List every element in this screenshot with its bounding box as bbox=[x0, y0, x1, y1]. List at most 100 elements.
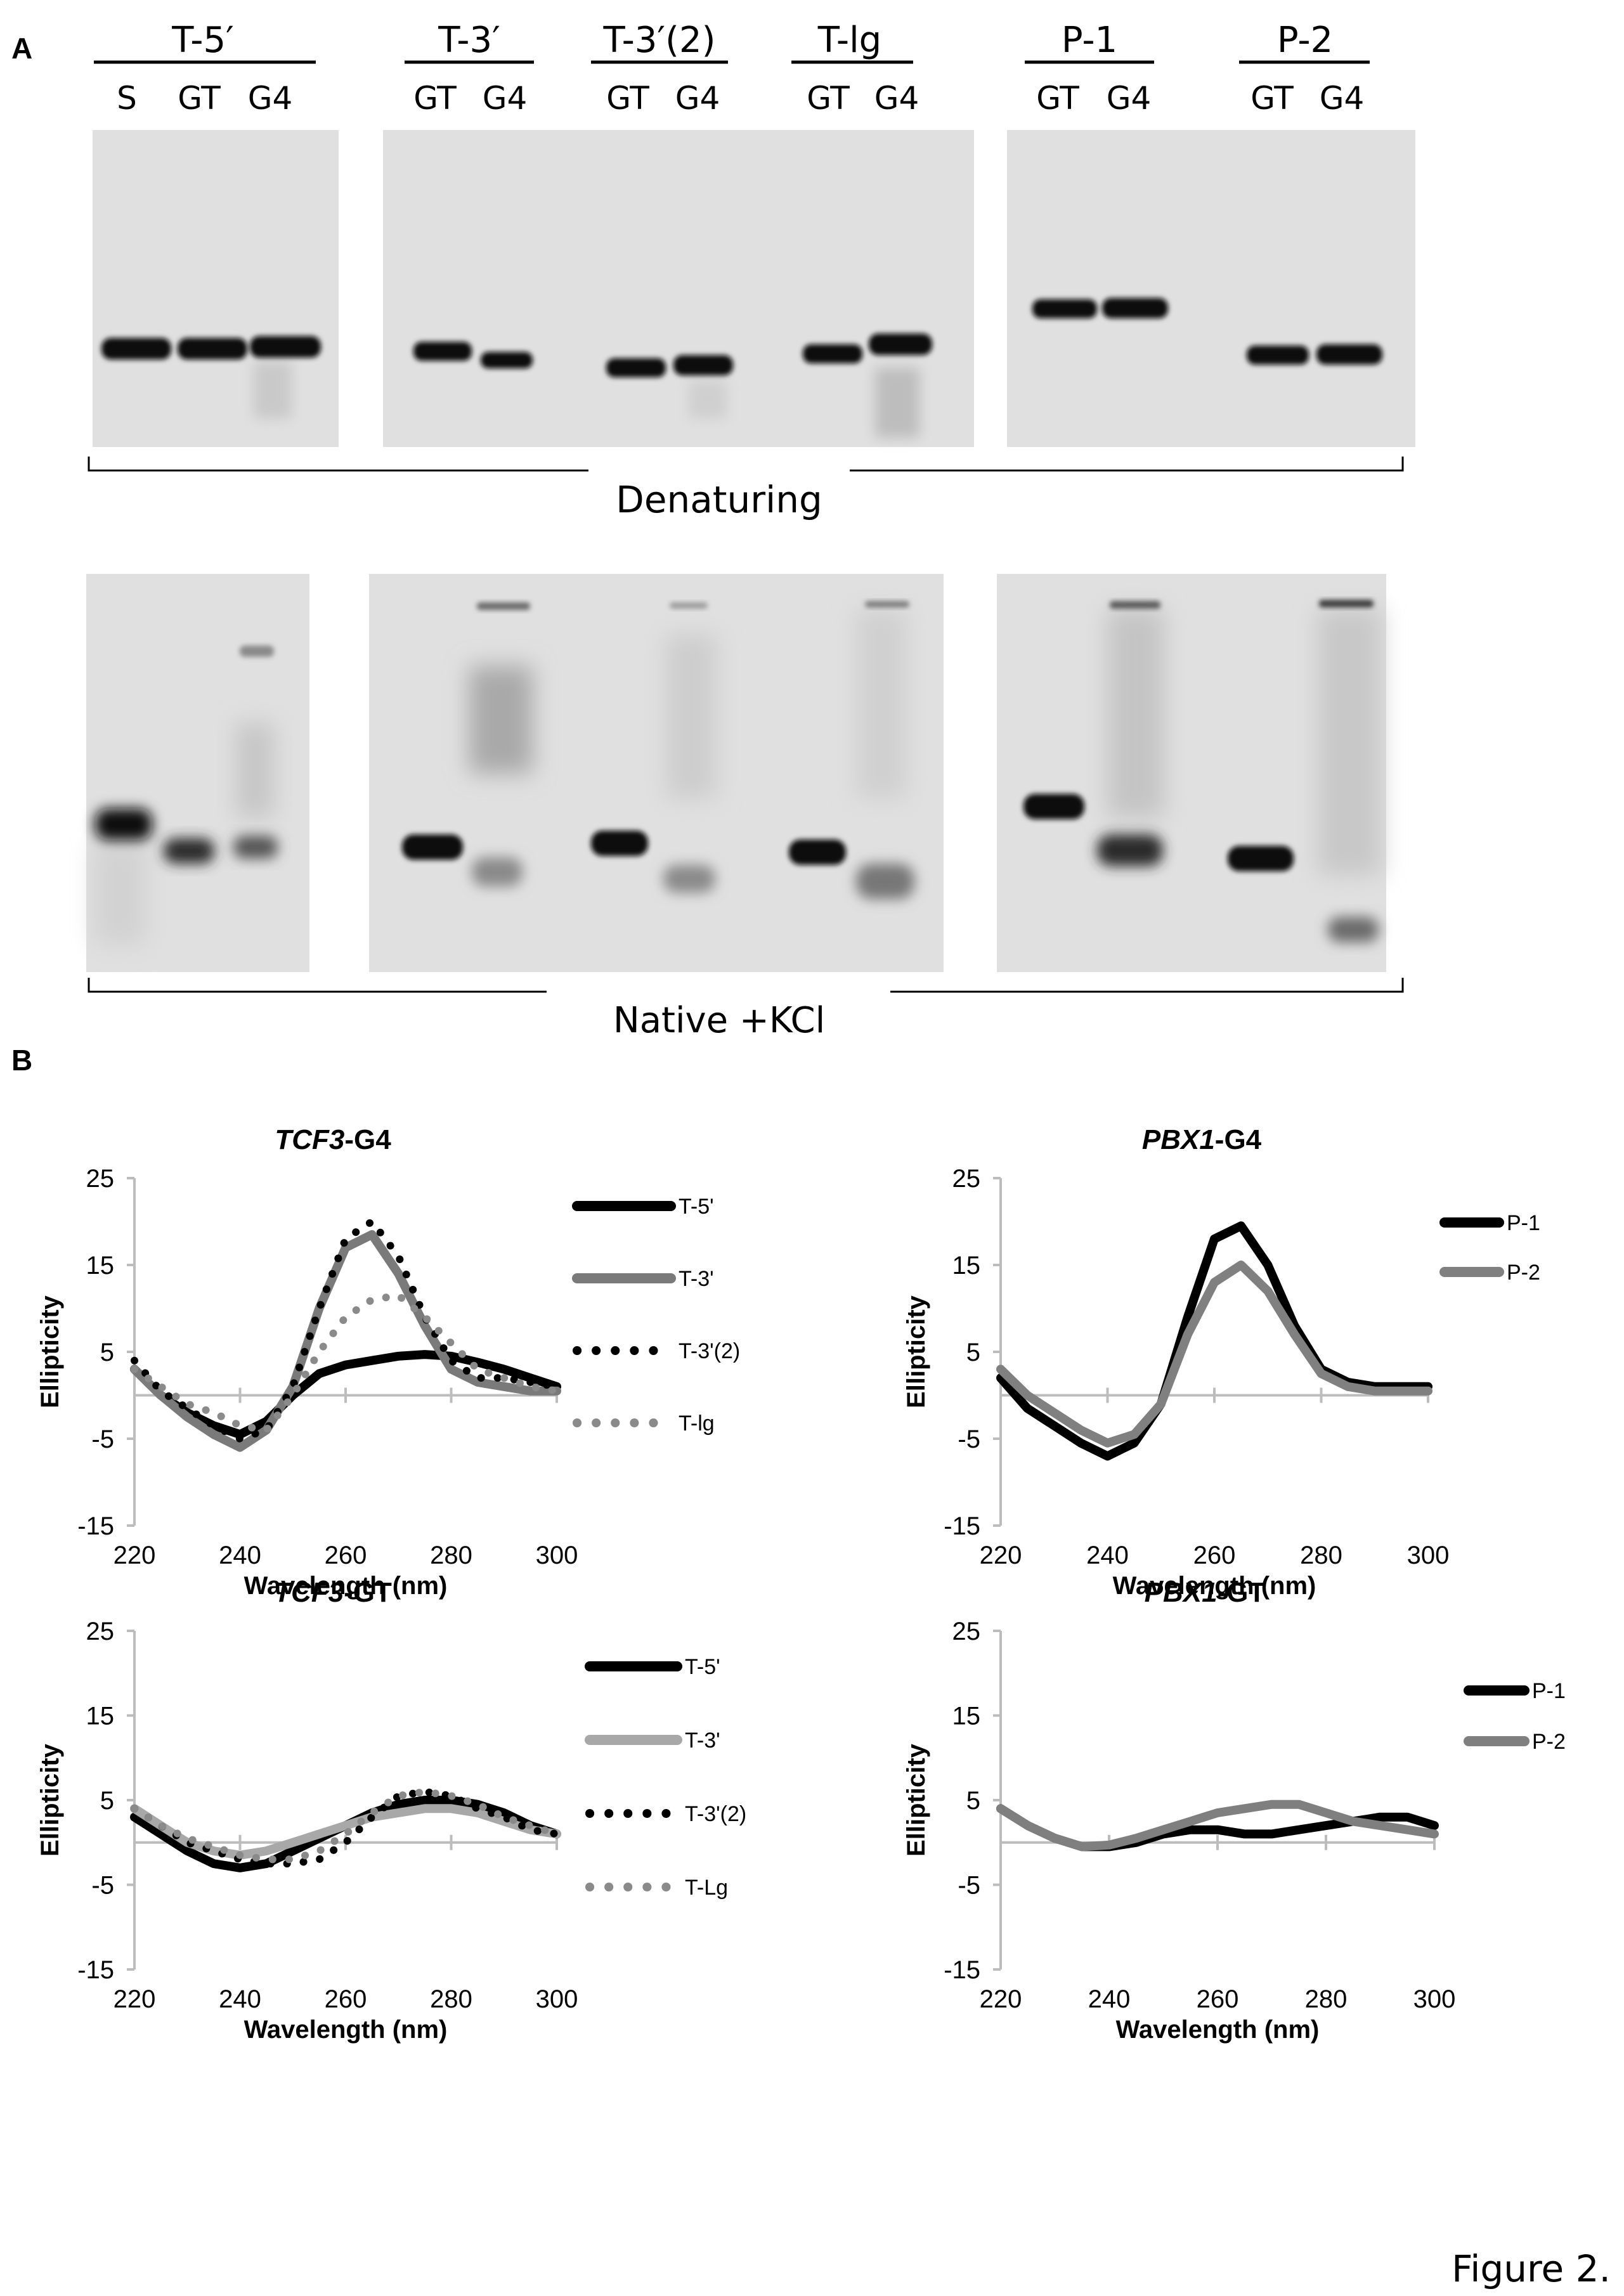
legend-label: P-2 bbox=[1532, 1730, 1566, 1754]
x-axis-label: Wavelength (nm) bbox=[1113, 1572, 1316, 1600]
y-tick-label: -15 bbox=[77, 1956, 114, 1984]
gel-well-band bbox=[240, 645, 274, 657]
y-tick-label: 5 bbox=[100, 1339, 114, 1366]
panel-b-label: B bbox=[11, 1044, 32, 1077]
gel-smear bbox=[856, 609, 907, 799]
gel-band bbox=[233, 836, 278, 859]
series-line-t-5- bbox=[130, 1350, 561, 1439]
x-tick-label: 260 bbox=[1193, 1541, 1236, 1569]
series-line-t-lg bbox=[131, 1292, 561, 1434]
gel-image-denaturing-3 bbox=[1007, 130, 1415, 447]
gel-band bbox=[1316, 344, 1382, 365]
chart-title-gene: PBX1 bbox=[1145, 1577, 1218, 1608]
legend-label: T-Lg bbox=[685, 1876, 728, 1900]
chart-title-suffix: -G4 bbox=[344, 1124, 391, 1155]
gel-band bbox=[673, 355, 733, 375]
x-tick-label: 280 bbox=[1300, 1541, 1342, 1569]
gel-band bbox=[591, 831, 648, 856]
gel-band bbox=[95, 808, 152, 840]
x-tick-label: 280 bbox=[430, 1985, 472, 2013]
x-tick-label: 260 bbox=[325, 1985, 367, 2013]
x-tick-label: 240 bbox=[1088, 1985, 1131, 2013]
legend-label: T-lg bbox=[679, 1411, 715, 1436]
legend-label: P-2 bbox=[1507, 1261, 1540, 1285]
y-tick-label: -5 bbox=[91, 1425, 114, 1453]
y-tick-label: -5 bbox=[958, 1425, 980, 1453]
x-tick-label: 240 bbox=[219, 1541, 261, 1569]
gel-band bbox=[413, 342, 472, 361]
x-tick-label: 300 bbox=[536, 1985, 578, 2013]
native-gel bbox=[86, 574, 1386, 972]
chart-tcf3-g4: 220 240 260 280 300 25 15 5 -5 -15 Wavelength (nm)… bbox=[36, 1124, 740, 1600]
chart-title: PBX1-GT bbox=[1145, 1577, 1266, 1608]
lane-label: GT bbox=[178, 80, 221, 117]
gel-band bbox=[481, 352, 533, 368]
y-tick-label: -15 bbox=[77, 1512, 114, 1540]
y-tick-label: 25 bbox=[86, 1618, 115, 1645]
denaturing-gel bbox=[93, 130, 1415, 447]
gel-band bbox=[1032, 299, 1097, 318]
legend-label: T-5' bbox=[685, 1655, 720, 1679]
x-tick-label: 240 bbox=[219, 1985, 261, 2013]
gel-band bbox=[1097, 834, 1163, 866]
y-tick-label: 5 bbox=[966, 1787, 980, 1815]
gel-lane-headers: T-5′ S GT G4 T-3′ GT G4 T-3′(2) GT G4 T-… bbox=[94, 20, 1370, 117]
lane-label: G4 bbox=[1107, 80, 1152, 117]
lane-label: S bbox=[117, 80, 137, 117]
lane-label: GT bbox=[606, 80, 649, 117]
group-label-t5: T-5′ bbox=[171, 20, 234, 61]
gel-band bbox=[1247, 346, 1309, 365]
x-tick-label: 300 bbox=[536, 1541, 578, 1569]
chart-title-gene: TCF3 bbox=[275, 1124, 344, 1155]
legend-label: P-1 bbox=[1532, 1679, 1566, 1703]
y-axis-label: Ellipticity bbox=[36, 1295, 64, 1408]
chart-title-suffix: -G4 bbox=[1215, 1124, 1262, 1155]
lane-label: G4 bbox=[1320, 80, 1365, 117]
x-tick-label: 280 bbox=[430, 1541, 472, 1569]
chart-title: TCF3-GT bbox=[274, 1577, 392, 1608]
group-label-tlg: T-lg bbox=[817, 20, 881, 61]
gel-band bbox=[789, 840, 846, 865]
gel-band bbox=[1228, 846, 1294, 871]
denaturing-label: Denaturing bbox=[616, 478, 822, 521]
y-tick-label: 15 bbox=[952, 1252, 981, 1280]
gel-image-native-2 bbox=[369, 574, 944, 972]
y-tick-label: 25 bbox=[952, 1618, 981, 1645]
series-line-p-2 bbox=[996, 1261, 1432, 1448]
gel-smear bbox=[236, 723, 274, 818]
chart-title-gene: PBX1 bbox=[1142, 1124, 1215, 1155]
denaturing-bracket bbox=[88, 457, 1404, 472]
chart-title: TCF3-G4 bbox=[275, 1124, 391, 1155]
x-axis-label: Wavelength (nm) bbox=[244, 2016, 448, 2044]
gel-well-band bbox=[477, 602, 530, 610]
gel-band bbox=[869, 334, 932, 355]
legend-label: T-3'(2) bbox=[685, 1802, 746, 1826]
gel-well-band bbox=[670, 602, 708, 609]
y-tick-label: -15 bbox=[944, 1956, 980, 1984]
series-line-p-2 bbox=[996, 1800, 1439, 1852]
gel-smear bbox=[1318, 609, 1381, 875]
y-tick-label: 25 bbox=[952, 1165, 981, 1193]
y-axis-label: Ellipticity bbox=[36, 1743, 64, 1857]
y-tick-label: 15 bbox=[952, 1703, 981, 1730]
group-label-p1: P-1 bbox=[1062, 20, 1117, 61]
chart-title-suffix: -GT bbox=[1218, 1577, 1266, 1608]
series-line-t-3- bbox=[130, 1230, 561, 1452]
x-axis-label: Wavelength (nm) bbox=[1116, 2016, 1320, 2044]
lane-label: GT bbox=[413, 80, 457, 117]
x-tick-label: 300 bbox=[1407, 1541, 1450, 1569]
gel-band bbox=[663, 865, 715, 893]
gel-band bbox=[1328, 917, 1379, 942]
lane-label: GT bbox=[1036, 80, 1079, 117]
x-tick-label: 300 bbox=[1413, 1985, 1456, 2013]
gel-band bbox=[856, 864, 914, 899]
chart-title: PBX1-G4 bbox=[1142, 1124, 1262, 1155]
gel-image-denaturing-1 bbox=[93, 130, 339, 447]
y-tick-label: 15 bbox=[86, 1703, 115, 1730]
gel-band bbox=[803, 344, 862, 363]
gel-smear bbox=[469, 666, 533, 774]
x-tick-label: 280 bbox=[1305, 1985, 1348, 2013]
y-tick-label: 5 bbox=[966, 1339, 980, 1366]
gel-band bbox=[250, 336, 321, 358]
gel-band bbox=[101, 338, 171, 360]
